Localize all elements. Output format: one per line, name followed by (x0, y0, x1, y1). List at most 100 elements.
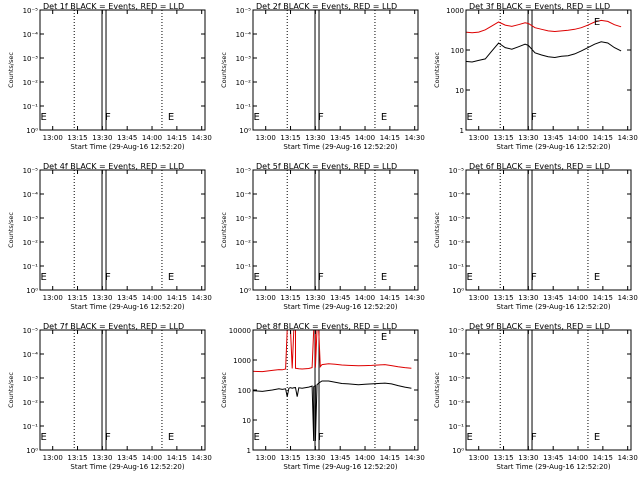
event-marker-e: E (594, 17, 600, 28)
event-marker-f: F (318, 272, 324, 283)
y-axis-label: Counts/sec (433, 212, 441, 248)
x-tick-label: 14:00 (568, 134, 588, 142)
event-marker-e: E (253, 432, 259, 443)
plot-frame (465, 9, 632, 131)
x-tick-label: 14:30 (405, 294, 425, 302)
x-tick-label: 14:15 (593, 454, 613, 462)
y-axis-label: Counts/sec (7, 212, 15, 248)
y-tick-label: 10⁻³ (449, 215, 465, 223)
y-tick-label: 10⁻⁴ (449, 351, 465, 359)
x-tick-label: 14:30 (192, 134, 212, 142)
x-tick-label: 14:15 (380, 454, 400, 462)
x-tick-label: 14:15 (593, 134, 613, 142)
chart-title: Det 3f BLACK = Events, RED = LLD (469, 2, 610, 11)
x-tick-label: 13:00 (256, 454, 276, 462)
y-tick-label: 10⁻² (23, 79, 39, 87)
event-marker-e: E (594, 272, 600, 283)
chart-title: Det 7f BLACK = Events, RED = LLD (43, 322, 184, 331)
y-tick-label: 10⁻² (449, 239, 465, 247)
x-axis-label: Start Time (29-Aug-16 12:52:20) (70, 303, 184, 311)
x-tick-label: 13:30 (518, 454, 538, 462)
x-tick-label: 14:30 (192, 294, 212, 302)
chart-panel-9: Det 9f BLACK = Events, RED = LLD Counts/s… (433, 322, 638, 471)
event-marker-e: E (381, 332, 387, 343)
x-tick-label: 14:30 (405, 454, 425, 462)
y-tick-label: 10⁻¹ (23, 263, 39, 271)
y-tick-label: 10⁻² (23, 239, 39, 247)
x-tick-label: 13:00 (256, 134, 276, 142)
y-tick-label: 10⁻⁵ (23, 167, 39, 175)
chart-title: Det 9f BLACK = Events, RED = LLD (469, 322, 610, 331)
event-marker-e: E (168, 432, 174, 443)
x-tick-label: 14:00 (355, 134, 375, 142)
y-tick-label: 10⁻⁴ (23, 31, 39, 39)
x-tick-label: 13:30 (92, 294, 112, 302)
y-tick-label: 10⁻⁵ (449, 167, 465, 175)
y-tick-label: 10⁻³ (236, 55, 252, 63)
y-tick-label: 10⁻¹ (23, 103, 39, 111)
y-axis-label: Counts/sec (7, 372, 15, 408)
event-marker-e: E (381, 272, 387, 283)
x-tick-label: 14:30 (618, 134, 638, 142)
y-tick-label: 10⁻³ (23, 215, 39, 223)
event-marker-e: E (381, 112, 387, 123)
y-axis-label: Counts/sec (433, 372, 441, 408)
event-marker-f: F (105, 272, 111, 283)
y-tick-label: 1000 (233, 357, 251, 365)
x-tick-label: 13:15 (493, 454, 513, 462)
y-tick-label: 10⁻² (236, 239, 252, 247)
y-tick-label: 10⁻¹ (449, 263, 465, 271)
y-tick-label: 10⁰ (26, 447, 38, 455)
plot-frame (252, 169, 419, 291)
event-marker-e: E (253, 272, 259, 283)
x-tick-label: 13:45 (330, 294, 350, 302)
chart-title: Det 6f BLACK = Events, RED = LLD (469, 162, 610, 171)
y-tick-label: 10⁻⁵ (23, 7, 39, 15)
x-tick-label: 14:00 (355, 294, 375, 302)
y-tick-label: 10⁻² (449, 399, 465, 407)
x-tick-label: 13:15 (67, 294, 87, 302)
event-marker-e: E (168, 112, 174, 123)
x-axis-label: Start Time (29-Aug-16 12:52:20) (496, 143, 610, 151)
y-axis-label: Counts/sec (220, 212, 228, 248)
y-tick-label: 10 (455, 87, 464, 95)
x-tick-label: 13:45 (543, 454, 563, 462)
x-axis-label: Start Time (29-Aug-16 12:52:20) (70, 143, 184, 151)
event-marker-f: F (318, 432, 324, 443)
chart-panel-3: Det 3f BLACK = Events, RED = LLD Counts/s… (433, 2, 638, 151)
y-tick-label: 10⁻⁴ (23, 351, 39, 359)
data-series-lld (465, 19, 622, 34)
x-tick-label: 13:45 (543, 134, 563, 142)
x-axis-label: Start Time (29-Aug-16 12:52:20) (283, 143, 397, 151)
event-marker-e: E (253, 112, 259, 123)
y-tick-label: 10⁰ (26, 127, 38, 135)
plot-frame (39, 9, 206, 131)
chart-title: Det 8f BLACK = Events, RED = LLD (256, 322, 397, 331)
y-tick-label: 10⁻¹ (236, 103, 252, 111)
x-tick-label: 14:00 (142, 134, 162, 142)
event-marker-f: F (531, 112, 537, 123)
x-tick-label: 13:45 (330, 454, 350, 462)
y-axis-label: Counts/sec (7, 52, 15, 88)
chart-panel-5: Det 5f BLACK = Events, RED = LLD Counts/s… (220, 162, 425, 311)
y-tick-label: 10000 (229, 327, 251, 335)
y-axis-label: Counts/sec (220, 372, 228, 408)
x-tick-label: 14:30 (405, 134, 425, 142)
x-tick-label: 13:15 (280, 454, 300, 462)
event-marker-e: E (594, 432, 600, 443)
x-tick-label: 14:00 (142, 294, 162, 302)
x-tick-label: 14:30 (618, 454, 638, 462)
chart-panel-7: Det 7f BLACK = Events, RED = LLD Counts/s… (7, 322, 212, 471)
event-marker-f: F (105, 432, 111, 443)
plot-frame (465, 329, 632, 451)
y-tick-label: 10⁻³ (23, 55, 39, 63)
chart-panel-6: Det 6f BLACK = Events, RED = LLD Counts/s… (433, 162, 638, 311)
x-tick-label: 13:00 (43, 454, 63, 462)
chart-title: Det 1f BLACK = Events, RED = LLD (43, 2, 184, 11)
x-axis-label: Start Time (29-Aug-16 12:52:20) (496, 303, 610, 311)
y-tick-label: 10⁻⁴ (23, 191, 39, 199)
event-marker-e: E (40, 112, 46, 123)
x-tick-label: 13:15 (67, 134, 87, 142)
event-marker-e: E (466, 272, 472, 283)
x-tick-label: 13:30 (305, 454, 325, 462)
